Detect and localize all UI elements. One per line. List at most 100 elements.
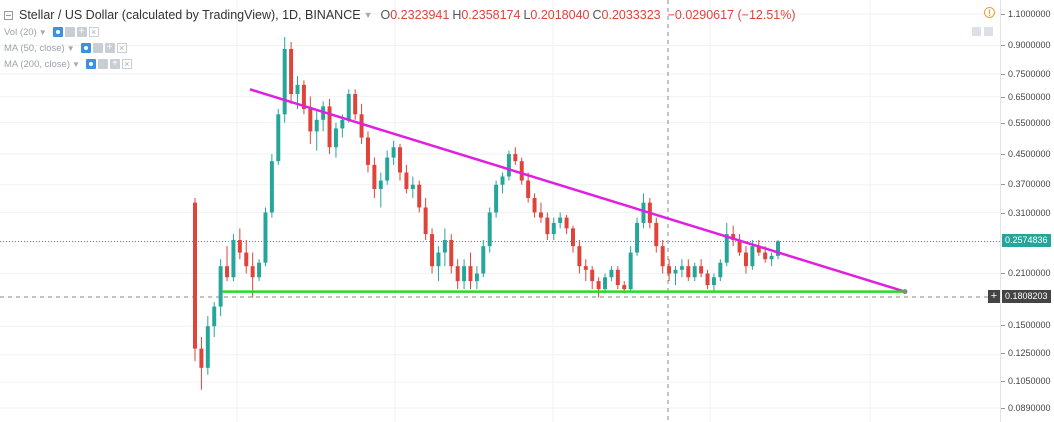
collapse-icon[interactable] <box>4 10 13 20</box>
candle-body <box>673 269 678 274</box>
candle-body <box>577 246 582 267</box>
price-tick: 0.5500000 <box>1001 117 1054 129</box>
candle-body <box>705 273 710 286</box>
indicator-label[interactable]: MA (200, close) <box>4 58 70 70</box>
price-chart[interactable] <box>0 0 1000 422</box>
candle-body <box>417 184 422 208</box>
candle-body <box>455 266 460 282</box>
candle-body <box>462 266 467 282</box>
close-icon[interactable]: × <box>116 43 127 53</box>
candle-body <box>365 137 370 165</box>
crosshair-plus-icon[interactable]: + <box>988 290 1000 303</box>
candle-body <box>571 228 575 247</box>
candle-body <box>667 266 672 274</box>
price-tick: 0.1050000 <box>1001 375 1054 387</box>
candle-body <box>372 164 377 190</box>
resistance-trendline <box>249 88 906 293</box>
crosshair-price-label: 0.1808203 <box>1002 290 1051 303</box>
price-tick: 0.2100000 <box>1001 267 1054 279</box>
candle-body <box>718 262 723 278</box>
plus-icon[interactable]: + <box>76 27 87 37</box>
price-tick: 0.9000000 <box>1001 39 1054 51</box>
candle-body <box>205 326 210 368</box>
log-scale-icon[interactable] <box>984 27 993 36</box>
price-tick: 0.3700000 <box>1001 178 1054 190</box>
price-axis[interactable]: 1.1000000 0.9000000 0.7500000 0.6500000 … <box>1000 0 1054 422</box>
price-tick: 0.4500000 <box>1001 148 1054 160</box>
ohlc-close: C0.2033323 <box>592 8 661 22</box>
auto-scale-icon[interactable] <box>972 27 981 36</box>
candle-body <box>378 180 383 190</box>
candle-body <box>301 84 306 109</box>
price-tick: 0.3100000 <box>1001 207 1054 219</box>
chevron-down-icon[interactable]: ▼ <box>38 27 47 37</box>
candle-body <box>711 277 716 286</box>
settings-icon[interactable] <box>64 27 75 37</box>
candle-body <box>410 184 415 190</box>
trendline-anchor <box>902 289 908 295</box>
candle-body <box>763 252 768 260</box>
candle-body <box>231 240 236 278</box>
candle-body <box>481 246 486 274</box>
candle-body <box>769 255 774 260</box>
candle-body <box>263 212 268 263</box>
candle-body <box>436 252 441 267</box>
candle-body <box>737 240 742 253</box>
candle-body <box>756 246 761 253</box>
price-tick: 0.0890000 <box>1001 402 1054 414</box>
settings-icon[interactable] <box>97 59 108 69</box>
chevron-down-icon[interactable]: ▼ <box>66 43 75 53</box>
eye-icon[interactable] <box>52 27 63 37</box>
last-price-label: 0.2574836 <box>1002 234 1051 247</box>
candle-body <box>340 119 345 129</box>
eye-icon[interactable] <box>85 59 96 69</box>
candle-body <box>583 266 588 270</box>
candle-body <box>551 222 556 235</box>
candle-body <box>276 114 281 162</box>
candle-body <box>193 202 197 349</box>
candle-body <box>385 157 390 181</box>
close-icon[interactable]: × <box>88 27 99 37</box>
indicator-label[interactable]: Vol (20) <box>4 26 37 38</box>
candle-body <box>353 94 358 115</box>
candle-body <box>468 266 473 282</box>
chart-pane[interactable] <box>0 0 1000 422</box>
candle-body <box>558 217 563 223</box>
candle-body <box>679 266 684 270</box>
candle-body <box>615 269 620 286</box>
candle-body <box>609 269 614 278</box>
candle-body <box>519 161 524 181</box>
close-icon[interactable]: × <box>121 59 132 69</box>
price-tick: 0.1500000 <box>1001 319 1054 331</box>
candle-body <box>449 240 454 267</box>
chevron-down-icon[interactable]: ▼ <box>72 59 80 69</box>
candle-body <box>692 266 697 278</box>
alert-icon[interactable]: ! <box>984 7 995 18</box>
candle-body <box>289 48 294 95</box>
plus-icon[interactable]: + <box>104 43 115 53</box>
candle-body <box>225 266 230 278</box>
indicator-ma50: MA (50, close) ▼ + × <box>4 40 799 56</box>
plus-icon[interactable]: + <box>109 59 120 69</box>
chevron-down-icon[interactable]: ▼ <box>363 10 373 20</box>
candle-body <box>257 262 262 278</box>
candle-body <box>654 222 659 247</box>
eye-icon[interactable] <box>80 43 91 53</box>
candle-body <box>250 266 255 278</box>
candle-body <box>346 94 351 120</box>
indicator-label[interactable]: MA (50, close) <box>4 42 65 54</box>
price-tick: 0.6500000 <box>1001 91 1054 103</box>
candle-body <box>212 306 217 327</box>
candle-body <box>359 114 364 138</box>
chart-legend: Stellar / US Dollar (calculated by Tradi… <box>4 6 799 72</box>
symbol-title[interactable]: Stellar / US Dollar (calculated by Tradi… <box>19 8 361 22</box>
candle-body <box>628 252 633 290</box>
candle-body <box>724 234 729 263</box>
settings-icon[interactable] <box>92 43 103 53</box>
candle-body <box>487 212 492 247</box>
candle-body <box>269 161 274 213</box>
candle-body <box>244 252 249 267</box>
candle-body <box>199 348 204 368</box>
candle-body <box>282 48 287 115</box>
candle-body <box>564 217 569 229</box>
